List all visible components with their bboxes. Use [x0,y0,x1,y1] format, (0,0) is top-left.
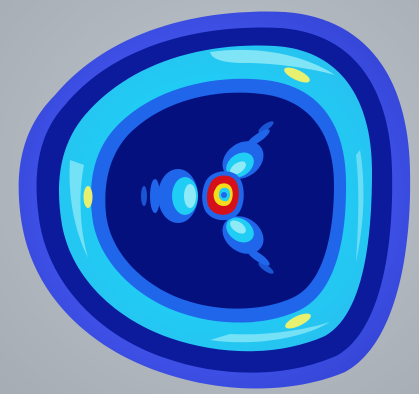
core-center [221,192,227,198]
left-lobe-core [184,184,196,208]
hotspot-left [83,186,93,208]
lower-fringe-1 [246,248,270,266]
inner-lobes [141,121,274,274]
band-highlight-top [210,49,335,75]
upper-lobe-core [230,161,246,175]
left-fringe-2 [141,186,147,206]
left-fringe-1 [150,179,160,213]
upper-fringe-2 [258,121,274,133]
band-highlight-right [356,150,364,262]
hotspot-bottom-right [285,313,311,329]
hotspot-top-right [284,67,310,83]
upper-fringe-1 [246,129,270,147]
band-highlight-bottom [210,322,330,343]
lower-fringe-2 [258,262,274,274]
lower-lobe-core [230,220,246,234]
band-highlight-left [69,160,88,258]
central-core [202,171,244,221]
